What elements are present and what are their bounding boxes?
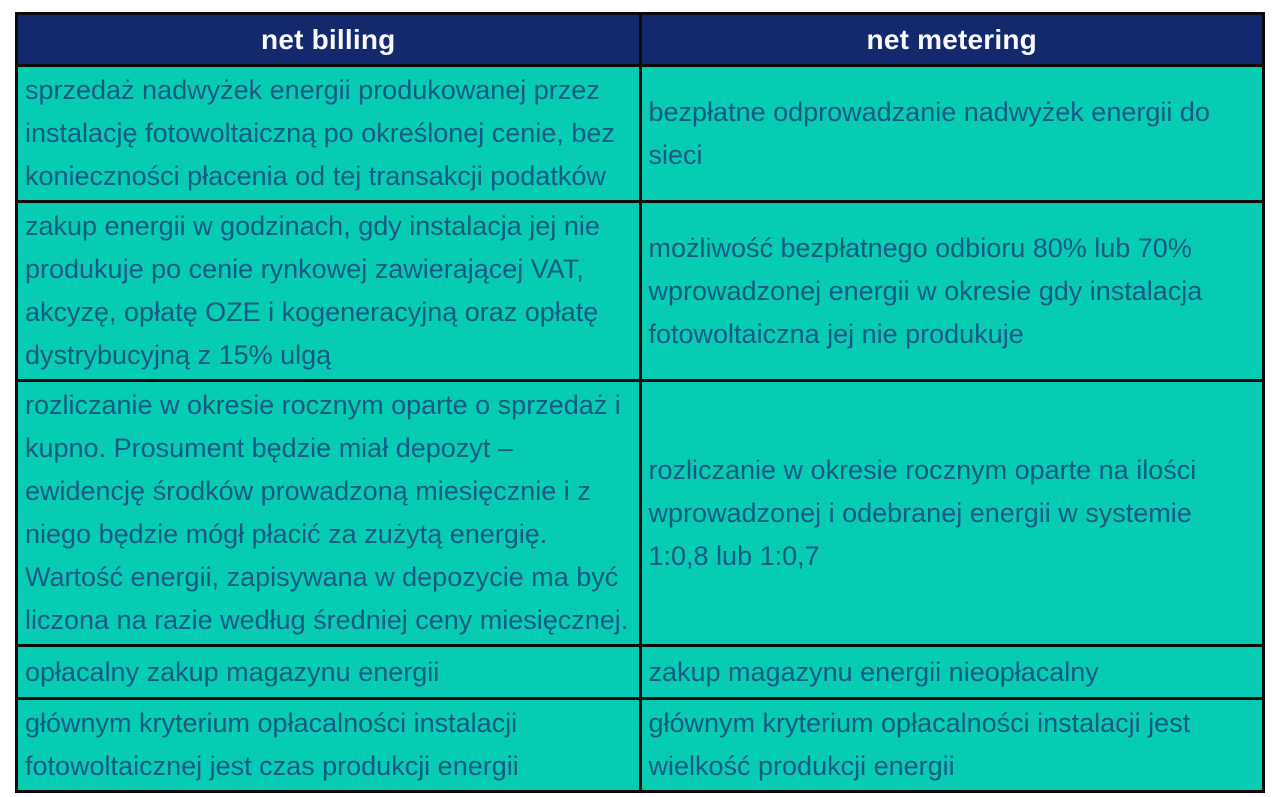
- cell-net-metering-storage: zakup magazynu energii nieopłacalny: [638, 644, 1265, 700]
- table-row: głównym kryterium opłacalności instalacj…: [15, 697, 1265, 793]
- comparison-table-container: net billing net metering sprzedaż nadwyż…: [15, 12, 1265, 793]
- net-billing-vs-net-metering-table: net billing net metering sprzedaż nadwyż…: [15, 12, 1265, 793]
- cell-net-billing-surplus-sale: sprzedaż nadwyżek energii produkowanej p…: [15, 64, 642, 203]
- cell-net-billing-energy-purchase: zakup energii w godzinach, gdy instalacj…: [15, 200, 642, 382]
- table-row: opłacalny zakup magazynu energii zakup m…: [15, 644, 1265, 700]
- cell-net-metering-free-withdrawal: możliwość bezpłatnego odbioru 80% lub 70…: [638, 200, 1265, 382]
- table-row: rozliczanie w okresie rocznym oparte o s…: [15, 379, 1265, 647]
- header-row: net billing net metering: [15, 12, 1265, 67]
- column-header-net-billing: net billing: [15, 12, 642, 67]
- table-row: sprzedaż nadwyżek energii produkowanej p…: [15, 64, 1265, 203]
- column-header-net-metering: net metering: [638, 12, 1265, 67]
- cell-net-billing-profitability-criterion: głównym kryterium opłacalności instalacj…: [15, 697, 642, 793]
- cell-net-billing-storage: opłacalny zakup magazynu energii: [15, 644, 642, 700]
- cell-net-billing-annual-settlement: rozliczanie w okresie rocznym oparte o s…: [15, 379, 642, 647]
- table-row: zakup energii w godzinach, gdy instalacj…: [15, 200, 1265, 382]
- cell-net-metering-annual-settlement: rozliczanie w okresie rocznym oparte na …: [638, 379, 1265, 647]
- cell-net-metering-free-export: bezpłatne odprowadzanie nadwyżek energii…: [638, 64, 1265, 203]
- cell-net-metering-profitability-criterion: głównym kryterium opłacalności instalacj…: [638, 697, 1265, 793]
